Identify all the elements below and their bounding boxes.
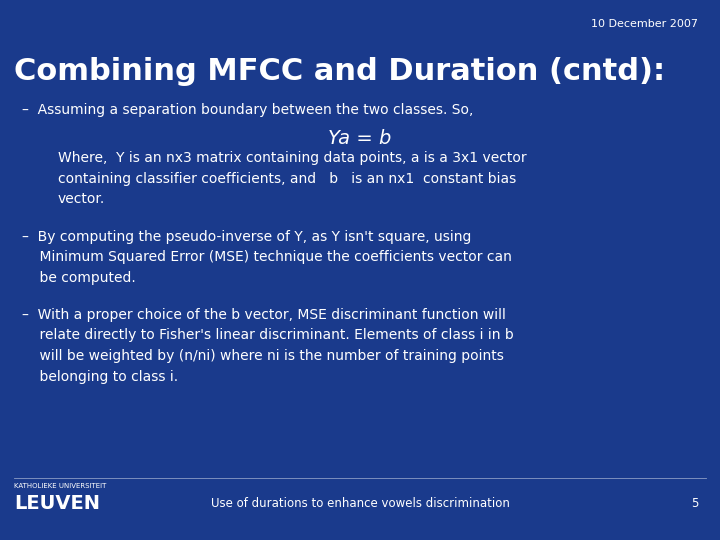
Text: –  With a proper choice of the b vector, MSE discriminant function will
    rela: – With a proper choice of the b vector, …: [22, 308, 513, 383]
Text: 5: 5: [691, 497, 698, 510]
Text: Ya = b: Ya = b: [328, 129, 392, 147]
Text: Where,  Y is an nx3 matrix containing data points, a is a 3x1 vector
containing : Where, Y is an nx3 matrix containing dat…: [58, 151, 526, 206]
Text: Combining MFCC and Duration (cntd):: Combining MFCC and Duration (cntd):: [14, 57, 665, 86]
Text: –  By computing the pseudo-inverse of Y, as Y isn't square, using
    Minimum Sq: – By computing the pseudo-inverse of Y, …: [22, 230, 511, 285]
Text: 10 December 2007: 10 December 2007: [591, 19, 698, 29]
Text: LEUVEN: LEUVEN: [14, 494, 100, 513]
Text: Use of durations to enhance vowels discrimination: Use of durations to enhance vowels discr…: [210, 497, 510, 510]
Text: KATHOLIEKE UNIVERSITEIT: KATHOLIEKE UNIVERSITEIT: [14, 483, 107, 489]
Text: –  Assuming a separation boundary between the two classes. So,: – Assuming a separation boundary between…: [22, 103, 473, 117]
